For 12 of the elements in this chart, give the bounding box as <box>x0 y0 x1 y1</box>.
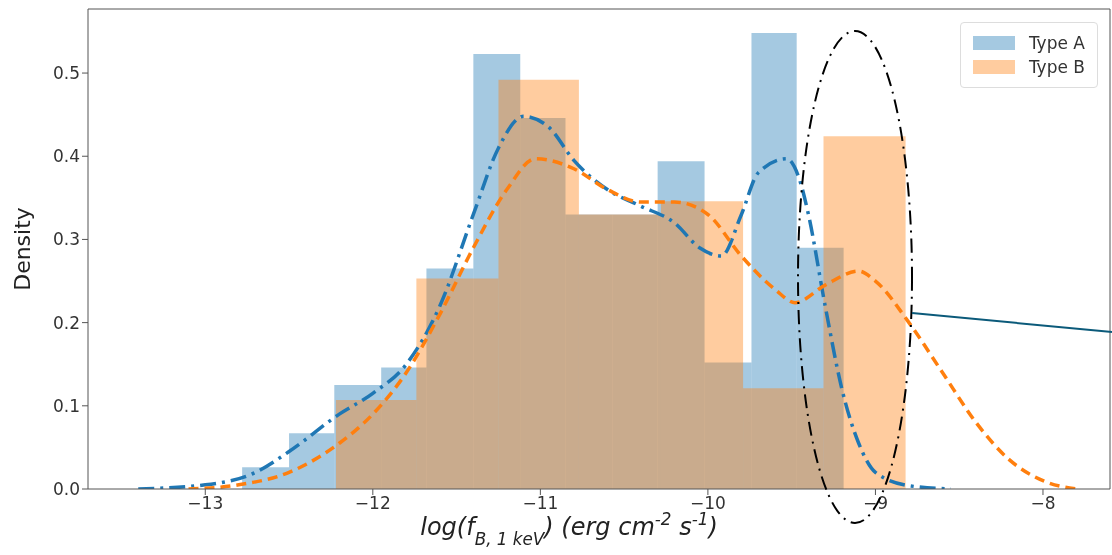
y-axis-title: Density <box>10 207 35 291</box>
y-tick-label: 0.4 <box>52 146 80 167</box>
x-tick-label: −8 <box>1030 493 1056 514</box>
y-tick-label: 0.5 <box>52 63 80 84</box>
y-tick-label: 0.2 <box>52 312 80 333</box>
x-tick-label: −12 <box>354 493 391 514</box>
legend-label: Type B <box>1028 57 1085 77</box>
y-tick-label: 0.3 <box>52 229 80 250</box>
x-tick-label: −13 <box>187 493 224 514</box>
legend-label: Type A <box>1028 33 1085 53</box>
y-tick-label: 0.0 <box>52 479 80 500</box>
y-tick-label: 0.1 <box>52 395 80 416</box>
